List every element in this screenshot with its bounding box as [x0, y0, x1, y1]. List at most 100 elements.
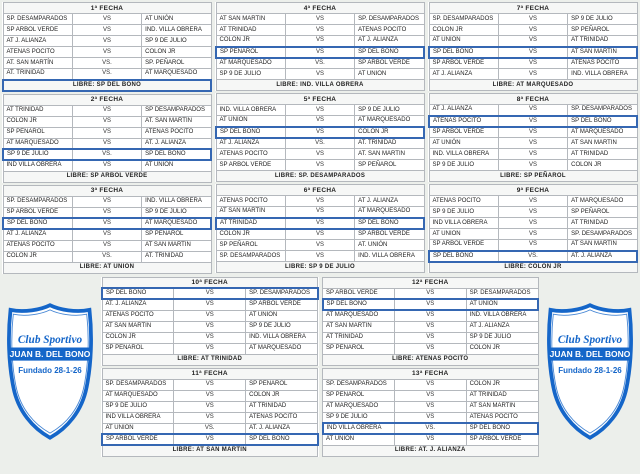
- libre-row: LIBRE: AT SAN MARTIN: [101, 444, 318, 457]
- fecha-title: 11ª FECHA: [101, 367, 318, 380]
- fecha-title: 7ª FECHA: [428, 2, 638, 14]
- vs-label: VS: [497, 137, 569, 149]
- fecha-table: 5ª FECHA IND. VILLA OBRERA VS SP 9 DE JU…: [214, 93, 426, 182]
- away-team: SP DEL BONO: [245, 433, 319, 446]
- match-row: AT. TRINIDAD VS. AT MARQUESADO: [2, 68, 212, 80]
- libre-label: LIBRE: AT. J. ALIANZA: [322, 444, 539, 457]
- home-team: SP DEL BONO: [101, 287, 175, 300]
- home-team: SP DEL BONO: [1, 217, 73, 230]
- vs-label: VS: [497, 206, 569, 218]
- away-team: IND. VILLA OBRERA: [141, 195, 212, 208]
- home-team: SP PEÑAROL: [2, 126, 73, 139]
- vs-label: VS: [284, 104, 356, 116]
- libre-row: LIBRE: AT. J. ALIANZA: [322, 444, 539, 457]
- match-row: AT UNION VS. AT. J. ALIANZA: [101, 422, 318, 435]
- match-row: ATENAS POCITO VS AT J. ALIANZA: [215, 195, 425, 207]
- away-team: SP DEL BONO: [354, 216, 426, 230]
- vs-label: VS: [71, 115, 143, 128]
- match-row: SP ARBOL VERDE VS AT SAN MARTIN: [428, 239, 638, 251]
- match-row: AT J. ALIANZA VS IND. VILLA OBRERA: [428, 68, 638, 80]
- home-team: AT TRINIDAD: [215, 24, 286, 36]
- match-row: AT J. ALIANZA VS. AT. TRINIDAD: [215, 137, 425, 149]
- vs-label: VS: [173, 433, 247, 446]
- match-row: SP ARBOL VERDE VS SP 9 DE JULIO: [2, 206, 212, 219]
- match-row: SP DEL BONO VS AT SAN MARTIN: [427, 45, 639, 59]
- away-team: AT MARQUESADO: [141, 68, 212, 80]
- home-team: SP ARBOL VERDE: [428, 239, 499, 251]
- match-row: AT J. ALIANZA VS SP. DESAMPARADOS: [428, 104, 638, 116]
- match-row: COLON JR VS SP PEÑAROL: [428, 24, 638, 36]
- libre-row: LIBRE: SP DEL BONO: [2, 78, 212, 92]
- vs-label: VS.: [284, 57, 356, 69]
- match-row: AT TRINIDAD VS SP 9 DE JULIO: [322, 331, 539, 344]
- vs-label: VS: [71, 13, 143, 25]
- fecha-header-row: 13ª FECHA: [322, 367, 539, 380]
- home-team: AT J. ALIANZA: [428, 104, 499, 116]
- fecha-header-row: 10ª FECHA: [101, 276, 318, 289]
- away-team: IND. VILLA OBRERA: [465, 309, 539, 322]
- away-team: SP PEÑAROL: [141, 228, 212, 241]
- fecha-table: 10ª FECHA SP DEL BONO VS SP. DESAMPARADO…: [101, 276, 319, 366]
- away-team: COLON JR: [465, 378, 539, 391]
- vs-label: VS: [284, 13, 356, 25]
- vs-label: VS: [284, 125, 356, 139]
- vs-label: VS: [173, 320, 247, 333]
- vs-label: VS: [393, 320, 467, 333]
- home-team: SP 9 DE JULIO: [215, 68, 286, 80]
- away-team: AT MARQUESADO: [567, 195, 638, 207]
- away-team: SP 9 DE JULIO: [141, 35, 212, 47]
- home-team: IND VILLA OBRERA: [2, 159, 73, 172]
- away-team: COLON JR: [141, 46, 212, 58]
- home-team: SP PEÑAROL: [322, 389, 395, 402]
- vs-label: VS: [284, 216, 356, 230]
- home-team: AT UNION: [428, 35, 499, 47]
- vs-label: VS: [497, 114, 569, 128]
- libre-label: LIBRE: SP DEL BONO: [2, 78, 212, 92]
- libre-row: LIBRE: COLON JR: [428, 261, 638, 273]
- vs-label: VS: [71, 159, 143, 172]
- home-team: SP. DESAMPARADOS: [322, 378, 395, 391]
- match-row: SP PEÑAROL VS AT TRINIDAD: [322, 389, 539, 402]
- libre-row: LIBRE: AT UNIÓN: [2, 261, 212, 274]
- away-team: SP ARBOL VERDE: [245, 298, 318, 311]
- away-team: AT MARQUESADO: [245, 342, 318, 355]
- match-row: AT SAN MARTIN VS AT MARQUESADO: [215, 206, 425, 218]
- fixture-column-2: 4ª FECHA AT SAN MARTIN VS SP. DESAMPARAD…: [214, 2, 426, 274]
- home-team: ATENAS POCITO: [428, 195, 499, 207]
- vs-label: VS: [71, 126, 143, 139]
- fecha-title: 13ª FECHA: [322, 367, 539, 380]
- match-row: COLON JR VS SP ARBOL VERDE: [215, 228, 425, 240]
- home-team: SP. DESAMPARADOS: [101, 378, 175, 391]
- libre-label: LIBRE: AT TRINIDAD: [101, 353, 318, 366]
- libre-row: LIBRE: SP ARBOL VERDE: [2, 170, 212, 183]
- vs-label: VS: [71, 35, 143, 47]
- away-team: AT MARQUESADO: [354, 115, 425, 127]
- home-team: AT MARQUESADO: [215, 57, 286, 69]
- away-team: AT UNIÓN: [141, 159, 212, 172]
- match-row: SP PEÑAROL VS AT MARQUESADO: [101, 342, 318, 355]
- match-row: SP 9 DE JULIO VS SP PEÑAROL: [428, 206, 638, 218]
- libre-label: LIBRE: COLON JR: [428, 261, 638, 273]
- vs-label: VS: [393, 389, 467, 402]
- fecha-title: 10ª FECHA: [101, 276, 318, 289]
- home-team: AT MARQUESADO: [322, 309, 395, 322]
- home-team: SP 9 DE JULIO: [428, 206, 499, 218]
- home-team: AT MARQUESADO: [2, 137, 73, 150]
- home-team: AT UNION: [428, 228, 499, 240]
- match-row: AT TRINIDAD VS SP DEL BONO: [214, 216, 426, 230]
- away-team: AT. SAN MARTIN: [354, 148, 425, 160]
- away-team: COLON JR: [245, 389, 318, 402]
- vs-label: VS: [284, 115, 356, 127]
- away-team: AT UNION: [465, 298, 539, 311]
- home-team: COLON JR: [2, 250, 73, 263]
- vs-label: VS: [173, 378, 247, 391]
- vs-label: VS: [284, 35, 356, 47]
- vs-label: VS: [71, 24, 143, 36]
- vs-label: VS: [497, 35, 569, 47]
- fecha-title: 12ª FECHA: [322, 276, 539, 289]
- match-row: SP ARBOL VERDE VS IND. VILLA OBRERA: [2, 24, 212, 36]
- match-row: SP 9 DE JULIO VS AT UNION: [215, 68, 425, 80]
- away-team: SP ARBOL VERDE: [354, 228, 425, 240]
- away-team: SP 9 DE JULIO: [465, 331, 539, 344]
- away-team: ATENAS POCITO: [245, 411, 318, 424]
